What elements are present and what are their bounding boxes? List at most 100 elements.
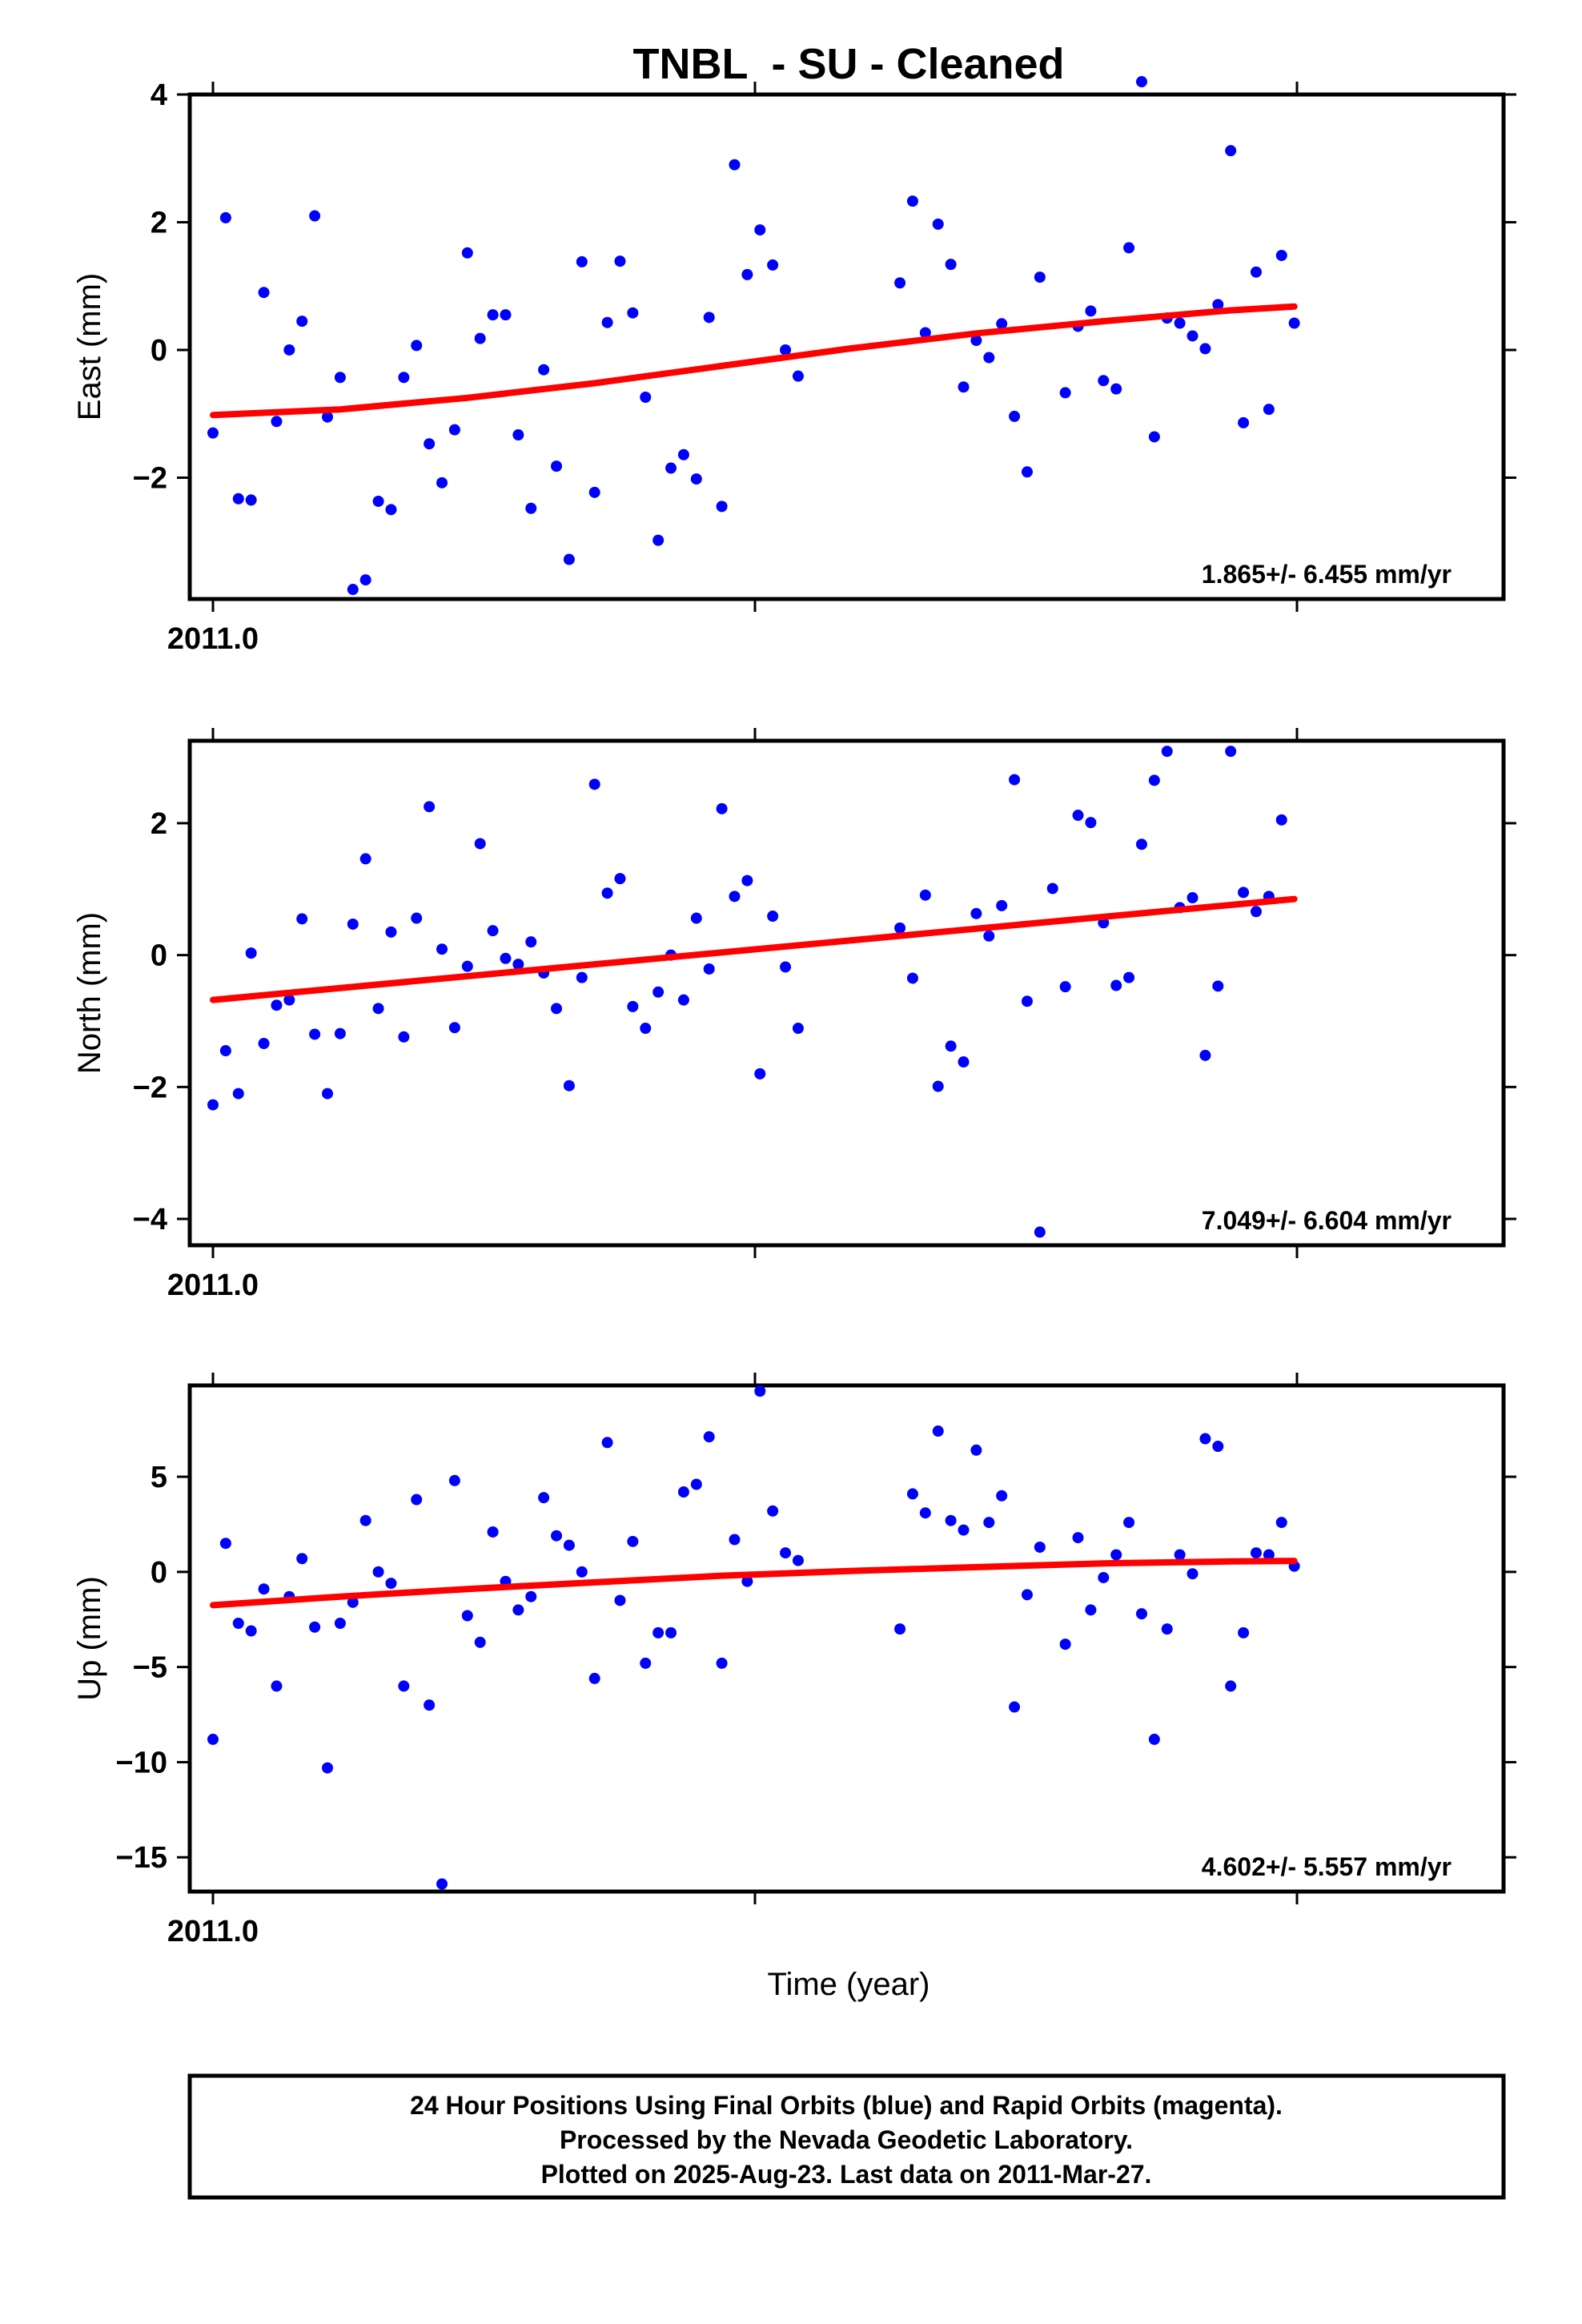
- data-point: [1148, 774, 1160, 786]
- data-point: [398, 372, 410, 384]
- footer-box: [187, 2073, 1506, 2200]
- data-point: [322, 411, 334, 423]
- data-point: [296, 316, 308, 328]
- data-point: [970, 1444, 982, 1456]
- data-point: [232, 493, 244, 505]
- data-point: [1021, 995, 1033, 1007]
- data-point: [1034, 1226, 1046, 1238]
- data-point: [754, 1385, 766, 1397]
- footer-line-3: Plotted on 2025-Aug-23. Last data on 201…: [541, 2160, 1152, 2189]
- data-point: [677, 1486, 689, 1498]
- data-point: [245, 494, 257, 506]
- data-point: [729, 159, 741, 171]
- east-panel: 2011.0 4 2 0 −2 East (mm) 1.865+/- 6.455 mm/yr: [72, 76, 1516, 656]
- data-point: [1186, 330, 1199, 342]
- data-point: [461, 1610, 473, 1622]
- data-point: [690, 1478, 702, 1490]
- data-point: [894, 922, 906, 934]
- y-tick-label: 2: [151, 807, 167, 841]
- data-point: [411, 340, 423, 352]
- data-point: [1123, 971, 1135, 983]
- trend-line: [210, 895, 1298, 1003]
- data-point: [309, 1621, 321, 1633]
- data-point: [563, 1080, 575, 1092]
- data-point: [729, 891, 741, 903]
- data-point: [983, 1517, 995, 1529]
- data-point: [1161, 746, 1173, 758]
- y-axis-label: North (mm): [72, 912, 107, 1074]
- data-point: [576, 971, 588, 983]
- data-point: [436, 476, 448, 489]
- velocity-rate-label: 4.602+/- 5.557 mm/yr: [1202, 1852, 1452, 1881]
- data-point: [894, 1623, 906, 1635]
- data-point: [996, 1490, 1008, 1502]
- data-point: [1072, 810, 1084, 822]
- data-point: [970, 907, 982, 919]
- trend-line: [210, 1558, 1298, 1609]
- data-point: [1186, 892, 1199, 903]
- y-tick-label: −2: [133, 1071, 167, 1104]
- data-point: [640, 392, 652, 403]
- data-point: [1059, 387, 1071, 399]
- data-point: [588, 778, 600, 790]
- data-point: [500, 952, 512, 964]
- data-point: [385, 926, 397, 938]
- data-point: [1135, 838, 1147, 850]
- data-point: [780, 344, 792, 356]
- data-point: [690, 473, 702, 485]
- data-point: [207, 427, 219, 439]
- y-tick-label: 0: [151, 939, 167, 973]
- data-point: [1225, 1680, 1237, 1692]
- data-point: [601, 887, 613, 899]
- y-tick-label: 5: [151, 1461, 167, 1494]
- up-panel: 2011.0 5 0 −5 −10 −15 Up (mm) 4.602+/- 5.557 mm…: [72, 1373, 1516, 1948]
- data-point: [525, 502, 537, 514]
- data-point: [716, 1657, 728, 1669]
- data-point: [474, 838, 486, 850]
- chart-title: TNBL - SU - Cleaned: [632, 40, 1064, 88]
- data-point: [1135, 1608, 1147, 1620]
- data-point: [792, 370, 804, 382]
- data-point: [780, 1547, 792, 1559]
- data-point: [576, 255, 588, 267]
- data-point: [232, 1088, 244, 1100]
- data-point: [576, 1566, 588, 1578]
- data-point: [322, 1762, 334, 1774]
- data-point: [1021, 466, 1033, 478]
- data-point: [1085, 1604, 1097, 1616]
- data-point: [1034, 1541, 1046, 1553]
- data-point: [1199, 1049, 1211, 1061]
- data-point: [512, 429, 524, 441]
- data-point: [792, 1554, 804, 1566]
- data-point: [1199, 343, 1211, 355]
- data-point: [219, 1045, 231, 1057]
- data-point: [474, 332, 486, 344]
- data-point: [424, 438, 436, 450]
- data-point: [347, 918, 359, 930]
- data-point: [1135, 76, 1147, 88]
- data-point: [322, 1088, 334, 1100]
- data-point: [424, 1699, 436, 1711]
- data-point: [983, 352, 995, 364]
- data-point: [1263, 404, 1275, 416]
- y-tick-label: 0: [151, 1556, 167, 1590]
- y-tick-label: −4: [133, 1203, 167, 1236]
- data-point: [1250, 906, 1262, 918]
- data-point: [347, 1596, 359, 1608]
- data-point: [640, 1023, 652, 1035]
- data-point: [970, 335, 982, 347]
- data-point: [919, 327, 931, 339]
- data-point: [652, 534, 665, 546]
- data-point: [792, 1023, 804, 1035]
- data-point: [1085, 305, 1097, 317]
- data-point: [906, 195, 918, 207]
- data-point: [424, 801, 436, 813]
- data-point: [1250, 1547, 1262, 1559]
- data-point: [551, 1003, 563, 1015]
- data-point: [372, 1003, 384, 1015]
- data-point: [283, 344, 295, 356]
- data-point: [1110, 979, 1122, 991]
- trend-line: [210, 303, 1298, 419]
- data-point: [487, 1526, 499, 1538]
- data-point: [1059, 981, 1071, 993]
